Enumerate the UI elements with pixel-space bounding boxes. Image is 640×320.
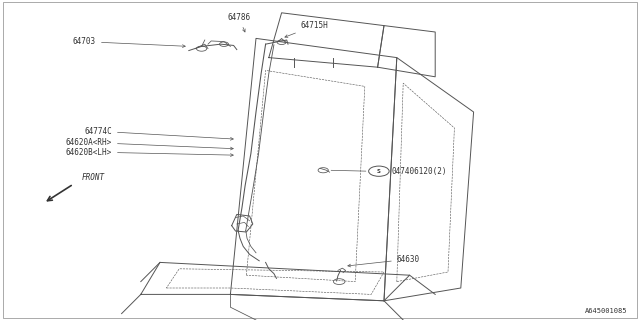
Text: 64715H: 64715H: [285, 21, 328, 37]
Text: 64620A<RH>: 64620A<RH>: [66, 138, 233, 150]
Text: A645001085: A645001085: [585, 308, 627, 314]
Text: 64786: 64786: [227, 13, 250, 32]
Text: 64774C: 64774C: [84, 127, 233, 140]
Text: 64630: 64630: [348, 255, 420, 267]
Text: FRONT: FRONT: [82, 173, 105, 182]
Text: 64703: 64703: [73, 37, 185, 47]
Text: 047406120(2): 047406120(2): [392, 167, 447, 176]
Text: 64620B<LH>: 64620B<LH>: [66, 148, 233, 156]
Text: S: S: [377, 169, 381, 174]
